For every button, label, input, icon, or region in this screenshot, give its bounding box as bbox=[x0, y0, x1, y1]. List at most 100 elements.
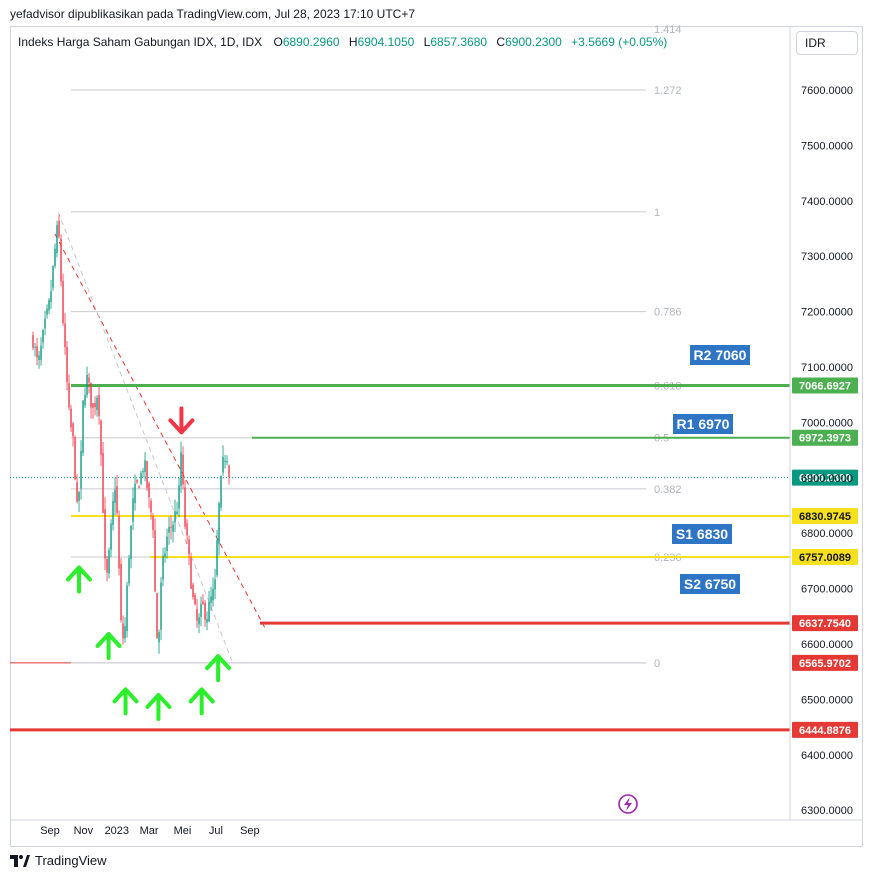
level-lines-layer: 7066.6927 6972.3973 6830.9745 6757.0089 6637… bbox=[10, 377, 858, 738]
candle-body bbox=[164, 553, 166, 557]
currency-button[interactable]: IDR bbox=[796, 31, 858, 55]
arrow-up-icon bbox=[112, 687, 139, 716]
candle-body bbox=[114, 489, 116, 503]
tradingview-brand: TradingView bbox=[10, 853, 107, 868]
candle-body bbox=[34, 346, 36, 348]
candle-body bbox=[186, 523, 188, 536]
sr-annotation-label: R1 6970 bbox=[677, 416, 730, 432]
level-value: 7066.6927 bbox=[799, 380, 851, 392]
high-key: H bbox=[348, 35, 358, 49]
tradingview-logo-icon bbox=[10, 854, 30, 867]
candle-body bbox=[134, 483, 136, 504]
candle-body bbox=[110, 523, 112, 550]
arrow-up-icon bbox=[188, 687, 215, 716]
low-key: L bbox=[423, 35, 431, 49]
candle-body bbox=[98, 395, 100, 416]
candle-body bbox=[192, 584, 194, 598]
candles-layer bbox=[32, 214, 230, 654]
candle-body bbox=[78, 492, 80, 501]
high-value: 6904.1050 bbox=[357, 35, 415, 49]
candle-body bbox=[102, 452, 104, 513]
y-tick-label: 6500.0000 bbox=[801, 694, 853, 706]
x-tick-label: Mar bbox=[140, 825, 159, 837]
sr-annotation-label: S2 6750 bbox=[684, 576, 736, 592]
level-value: 6757.0089 bbox=[799, 552, 851, 564]
level-badge bbox=[792, 377, 858, 394]
candle-body bbox=[150, 500, 152, 513]
close-value: 6900.2300 bbox=[505, 35, 562, 49]
sr-annotation-box bbox=[680, 574, 740, 594]
trendline bbox=[54, 233, 266, 628]
fib-label: 0.786 bbox=[654, 307, 682, 319]
candle-body bbox=[124, 626, 126, 639]
signal-arrows-layer bbox=[66, 406, 232, 721]
level-value: 6830.9745 bbox=[799, 511, 851, 523]
sr-annotation-box bbox=[673, 414, 733, 434]
candle-body bbox=[84, 394, 86, 406]
trendline-layer bbox=[54, 211, 266, 661]
candle-body bbox=[208, 601, 210, 622]
candle-body bbox=[200, 603, 202, 617]
candle-body bbox=[228, 465, 230, 477]
candle-body bbox=[32, 335, 34, 348]
candle-body bbox=[188, 539, 190, 554]
candle-body bbox=[68, 383, 70, 408]
fib-label: 0.382 bbox=[654, 484, 682, 496]
candle-body bbox=[118, 516, 120, 569]
level-badge bbox=[792, 549, 858, 566]
arrow-up-icon bbox=[145, 692, 172, 721]
candle-body bbox=[120, 563, 122, 621]
candle-body bbox=[168, 526, 170, 533]
candle-body bbox=[106, 559, 108, 573]
open-value: 6890.2960 bbox=[282, 35, 340, 49]
candle-body bbox=[130, 525, 132, 559]
candle-body bbox=[158, 632, 160, 643]
candle-body bbox=[138, 486, 140, 489]
candle-body bbox=[74, 437, 76, 480]
level-value: 6637.7540 bbox=[799, 618, 851, 630]
candle-body bbox=[76, 482, 78, 502]
candle-body bbox=[92, 403, 94, 408]
annotations-layer: R2 7060 R1 6970 S1 6830 S2 6750 bbox=[672, 345, 750, 594]
open-key: O bbox=[273, 35, 283, 49]
level-badge bbox=[792, 721, 858, 738]
candle-body bbox=[140, 473, 142, 484]
change-value: +3.5669 (+0.05%) bbox=[571, 35, 668, 49]
lightning-icon[interactable] bbox=[618, 794, 638, 814]
level-badge bbox=[792, 508, 858, 525]
level-value: 6565.9702 bbox=[799, 658, 851, 670]
candle-body bbox=[220, 476, 222, 508]
candle-body bbox=[148, 483, 150, 498]
candle-body bbox=[212, 588, 214, 601]
x-tick-label: Mei bbox=[174, 825, 192, 837]
x-tick-label: Nov bbox=[74, 825, 94, 837]
level-value: 6444.8876 bbox=[799, 725, 851, 737]
y-tick-label: 6600.0000 bbox=[801, 639, 853, 651]
x-tick-label: 2023 bbox=[105, 825, 129, 837]
candle-body bbox=[166, 536, 168, 551]
candle-body bbox=[116, 486, 118, 513]
y-tick-label: 6800.0000 bbox=[801, 528, 853, 540]
y-tick-label: 6300.0000 bbox=[801, 805, 853, 817]
candle-body bbox=[82, 400, 84, 454]
y-tick-label: 7500.0000 bbox=[801, 140, 853, 152]
candle-body bbox=[58, 220, 60, 237]
candle-body bbox=[182, 454, 184, 485]
candle-body bbox=[50, 291, 52, 302]
arrow-up-icon bbox=[95, 632, 122, 660]
candle-body bbox=[108, 550, 110, 574]
publish-line: yefadvisor dipublikasikan pada TradingVi… bbox=[10, 7, 416, 21]
candle-body bbox=[146, 461, 148, 489]
candle-body bbox=[94, 403, 96, 408]
candle-body bbox=[62, 281, 64, 324]
y-tick-label: 7200.0000 bbox=[801, 307, 853, 319]
last-price-badge bbox=[792, 469, 858, 486]
fib-label: 0 bbox=[654, 658, 660, 670]
candle-body bbox=[48, 299, 50, 311]
candle-body bbox=[64, 323, 66, 348]
candle-body bbox=[88, 377, 90, 383]
candle-body bbox=[152, 516, 154, 531]
level-badge bbox=[792, 429, 858, 446]
close-key: C bbox=[496, 35, 506, 49]
